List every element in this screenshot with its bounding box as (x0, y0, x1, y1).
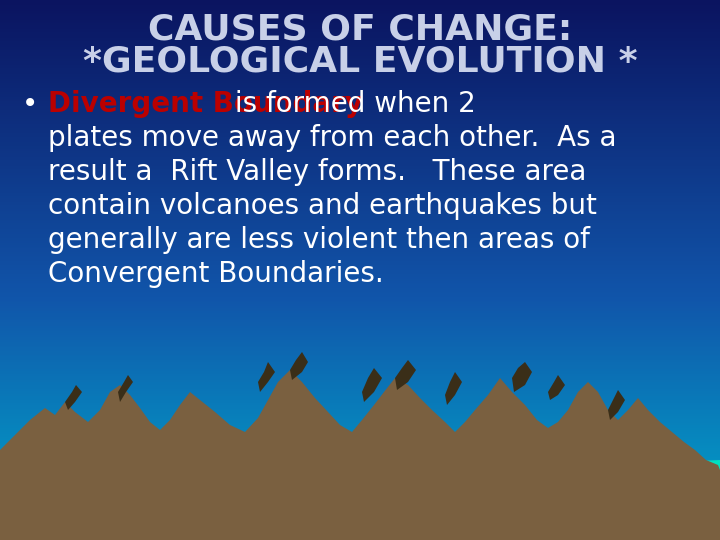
Text: generally are less violent then areas of: generally are less violent then areas of (48, 226, 590, 254)
Polygon shape (118, 375, 133, 402)
Polygon shape (290, 352, 308, 380)
Text: plates move away from each other.  As a: plates move away from each other. As a (48, 124, 616, 152)
Text: result a  Rift Valley forms.   These area: result a Rift Valley forms. These area (48, 158, 586, 186)
Polygon shape (590, 460, 720, 540)
Text: Divergent Boundary: Divergent Boundary (48, 90, 363, 118)
Text: contain volcanoes and earthquakes but: contain volcanoes and earthquakes but (48, 192, 597, 220)
Text: CAUSES OF CHANGE:: CAUSES OF CHANGE: (148, 13, 572, 47)
Text: •: • (22, 90, 38, 118)
Polygon shape (512, 362, 532, 392)
Text: Convergent Boundaries.: Convergent Boundaries. (48, 260, 384, 288)
Polygon shape (548, 375, 565, 400)
Polygon shape (445, 372, 462, 405)
Polygon shape (608, 390, 625, 420)
Polygon shape (258, 362, 275, 392)
Text: *GEOLOGICAL EVOLUTION *: *GEOLOGICAL EVOLUTION * (83, 45, 637, 79)
Polygon shape (0, 370, 720, 540)
Polygon shape (395, 360, 416, 390)
Polygon shape (65, 385, 82, 410)
Text: is formed when 2: is formed when 2 (226, 90, 476, 118)
Polygon shape (362, 368, 382, 402)
